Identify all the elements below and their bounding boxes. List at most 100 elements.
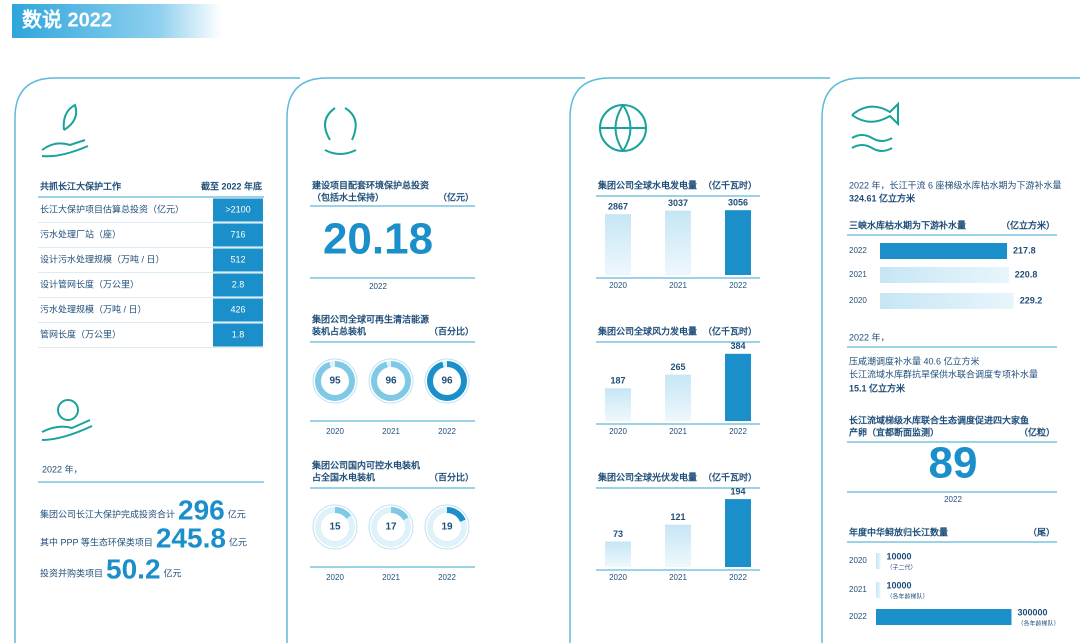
note: 15.1 亿立方米 (849, 382, 906, 393)
panel (569, 77, 830, 643)
summary-value: 296 (178, 494, 225, 525)
value-note: （子二代） (887, 564, 917, 572)
year: 2020 (326, 573, 344, 582)
header-bg (12, 4, 222, 38)
ring-outline (312, 504, 358, 550)
category: 2022 (849, 246, 867, 255)
bar (605, 541, 631, 567)
value-label: 2867 (608, 202, 628, 212)
summary-text: 集团公司长江大保护完成投资合计 (40, 508, 175, 519)
row-value: >2100 (225, 204, 250, 214)
chart-unit: （亿千瓦时） (703, 471, 757, 482)
ring-outline (368, 504, 414, 550)
bar (665, 524, 691, 567)
bar (725, 210, 751, 275)
category: 2021 (849, 270, 867, 279)
row-label: 污水处理厂站（座） (40, 228, 121, 239)
value-label: 194 (730, 486, 745, 496)
bar (605, 388, 631, 421)
intro-text: 324.61 亿立方米 (849, 192, 916, 203)
value-label: 73 (613, 529, 623, 539)
header-title: 数说 2022 (22, 7, 112, 31)
bar (876, 582, 881, 598)
year: 2022 (729, 427, 747, 436)
table-cell (213, 248, 263, 272)
value-label: 10000 (887, 551, 912, 561)
ring-label: 96 (441, 376, 453, 387)
chart-title: 集团公司全球风力发电量 (597, 325, 697, 336)
value-label: 220.8 (1015, 269, 1038, 279)
ring-label: 19 (441, 522, 453, 533)
block-title: 建设项目配套环境保护总投资 (312, 179, 429, 190)
bar (665, 374, 691, 421)
summary-value: 50.2 (106, 553, 161, 584)
row-label: 长江大保护项目估算总投资（亿元） (40, 203, 184, 214)
year: 2021 (669, 281, 687, 290)
note: 长江流域水库群抗旱保供水联合调度专项补水量 (849, 368, 1038, 379)
ring-label: 96 (385, 376, 397, 387)
bar (876, 609, 1012, 625)
note: 2022 年， (849, 331, 890, 342)
ring-outline (368, 358, 414, 404)
year: 2020 (609, 427, 627, 436)
table-cell (213, 223, 263, 247)
row-label: 管网长度（万公里） (40, 328, 121, 339)
year: 2020 (609, 573, 627, 582)
ring-label: 17 (385, 522, 397, 533)
summary-text: 投资并购类项目 (40, 567, 103, 578)
table-unit: 截至 2022 年底 (201, 180, 262, 191)
table-cell (213, 323, 263, 347)
category: 2020 (849, 296, 867, 305)
block-unit: （亿元） (438, 191, 474, 202)
chart-title: 集团公司全球光伏发电量 (597, 471, 697, 482)
table-cell (213, 273, 263, 297)
year: 2021 (669, 573, 687, 582)
ring-label: 15 (329, 522, 341, 533)
chart-title: 年度中华鲟放归长江数量 (849, 526, 948, 537)
year: 2022 (438, 427, 456, 436)
row-value: 2.8 (232, 279, 245, 289)
summary-intro: 2022 年， (42, 463, 83, 474)
block-unit: （百分比） (429, 325, 474, 336)
value-label: 384 (730, 341, 745, 351)
value-label: 187 (610, 376, 625, 386)
year: 2022 (944, 495, 962, 504)
value-label: 229.2 (1020, 295, 1043, 305)
ring (371, 361, 411, 401)
summary-unit: 亿元 (229, 536, 247, 547)
block-title: 长江流域梯级水库联合生态调度促进四大家鱼 (849, 414, 1029, 425)
summary-unit: 亿元 (228, 508, 246, 519)
year: 2022 (729, 281, 747, 290)
bar (880, 293, 1014, 309)
icon (41, 101, 899, 441)
big-number: 20.18 (323, 215, 433, 264)
bar (605, 214, 631, 275)
value-label: 300000 (1017, 607, 1047, 617)
value-label: 121 (670, 512, 685, 522)
year: 2020 (326, 427, 344, 436)
ring (315, 361, 355, 401)
row-label: 设计污水处理规模（万吨 / 日） (40, 253, 165, 264)
ring-outline (312, 358, 358, 404)
panel (821, 77, 1080, 643)
ring-outline (424, 504, 470, 550)
value-label: 265 (670, 362, 685, 372)
block-title: 集团公司国内可控水电装机 (311, 459, 420, 470)
value-label: 10000 (887, 580, 912, 590)
big-number: 89 (929, 439, 978, 488)
ring (427, 361, 467, 401)
block-unit: （亿粒） (1019, 426, 1055, 437)
value-label: 3056 (728, 198, 748, 208)
table-cell (213, 298, 263, 322)
table-title: 共抓长江大保护工作 (40, 180, 121, 191)
intro-text: 2022 年，长江干流 6 座梯级水库枯水期为下游补水量 (849, 179, 1062, 190)
row-value: 716 (230, 229, 245, 239)
row-value: 426 (230, 304, 245, 314)
ring-outline (424, 358, 470, 404)
note: 压咸潮调度补水量 40.6 亿立方米 (849, 355, 980, 366)
year: 2022 (438, 573, 456, 582)
row-value: 1.8 (232, 329, 245, 339)
table-cell (213, 198, 263, 222)
category: 2020 (849, 556, 867, 565)
